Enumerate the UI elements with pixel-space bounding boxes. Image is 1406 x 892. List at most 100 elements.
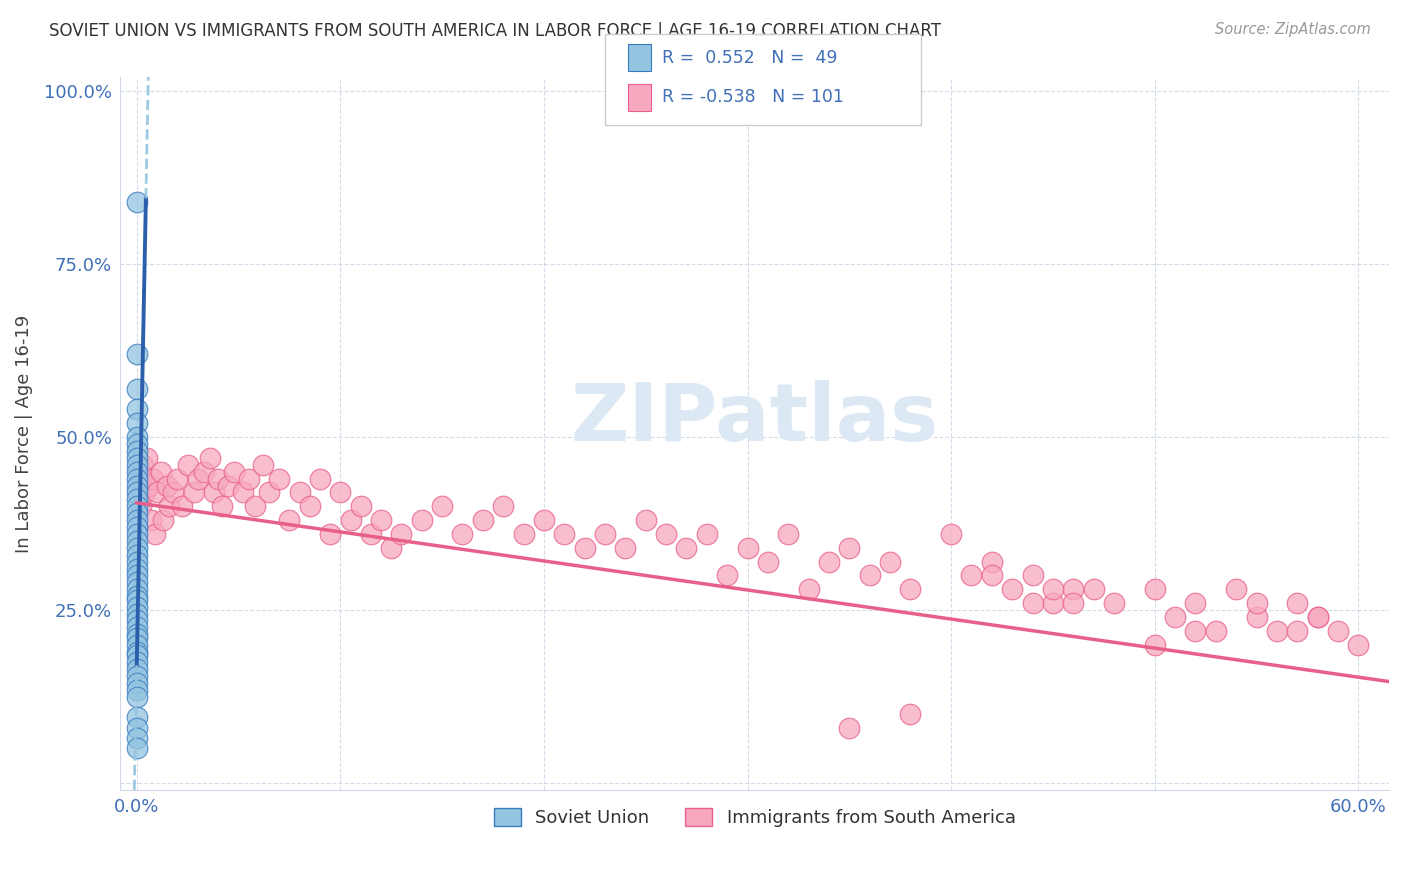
Point (125, 444, 148, 458)
Point (125, 644, 148, 658)
Point (1042, 582, 1064, 597)
Point (156, 478, 179, 492)
Point (900, 706, 922, 721)
Point (900, 582, 922, 597)
Point (370, 513, 392, 527)
Text: SOVIET UNION VS IMMIGRANTS FROM SOUTH AMERICA IN LABOR FORCE | AGE 16-19 CORRELA: SOVIET UNION VS IMMIGRANTS FROM SOUTH AM… (49, 22, 941, 40)
Point (818, 555, 841, 569)
Point (129, 472, 152, 486)
Point (125, 485, 148, 500)
Point (980, 555, 1002, 569)
Point (360, 527, 382, 541)
Point (125, 513, 148, 527)
Point (1042, 596, 1064, 610)
Point (125, 607, 148, 621)
Point (202, 485, 225, 500)
Point (142, 472, 165, 486)
Point (471, 513, 494, 527)
Point (129, 500, 152, 514)
Point (125, 533, 148, 548)
Point (198, 450, 221, 465)
Point (125, 548, 148, 562)
Point (232, 485, 254, 500)
Point (319, 527, 342, 541)
Point (157, 500, 180, 514)
Point (217, 478, 239, 492)
Point (125, 478, 148, 492)
Point (125, 437, 148, 451)
Point (125, 582, 148, 597)
Point (1265, 624, 1288, 638)
Text: R =  0.552   N =  49: R = 0.552 N = 49 (662, 49, 838, 67)
Point (879, 555, 901, 569)
Point (329, 485, 352, 500)
Point (125, 592, 148, 607)
Point (1225, 582, 1247, 597)
Point (1083, 582, 1105, 597)
Point (139, 513, 162, 527)
Point (125, 527, 148, 541)
Point (269, 472, 291, 486)
Point (125, 631, 148, 645)
Point (125, 402, 148, 417)
Point (350, 500, 373, 514)
Point (125, 599, 148, 614)
Point (125, 382, 148, 396)
Point (492, 500, 515, 514)
Point (980, 568, 1002, 582)
Point (1102, 596, 1125, 610)
Point (183, 485, 205, 500)
Point (125, 662, 148, 676)
Point (430, 500, 453, 514)
Point (574, 541, 596, 555)
Point (675, 541, 697, 555)
Point (411, 513, 433, 527)
Point (1205, 624, 1227, 638)
Point (187, 472, 209, 486)
Point (614, 541, 637, 555)
Point (1184, 624, 1206, 638)
Point (756, 555, 779, 569)
Point (125, 627, 148, 641)
Point (1246, 596, 1268, 610)
Point (389, 527, 412, 541)
Point (166, 472, 188, 486)
Point (339, 513, 361, 527)
Point (309, 472, 332, 486)
Point (125, 690, 148, 704)
Point (1062, 582, 1084, 597)
Point (125, 430, 148, 444)
Point (716, 568, 738, 582)
Text: Source: ZipAtlas.com: Source: ZipAtlas.com (1215, 22, 1371, 37)
Legend: Soviet Union, Immigrants from South America: Soviet Union, Immigrants from South Amer… (486, 800, 1024, 834)
Point (125, 614, 148, 628)
Point (125, 194, 148, 209)
Point (778, 527, 800, 541)
Point (135, 450, 157, 465)
Point (1164, 610, 1187, 624)
Point (451, 527, 474, 541)
Point (797, 582, 820, 597)
Point (278, 513, 301, 527)
Point (224, 465, 246, 479)
Point (125, 655, 148, 669)
Point (143, 527, 166, 541)
Point (252, 458, 274, 472)
Point (243, 500, 266, 514)
Point (696, 527, 718, 541)
Point (737, 541, 759, 555)
Point (838, 541, 860, 555)
Point (125, 500, 148, 514)
Point (859, 568, 882, 582)
Point (125, 710, 148, 724)
Point (125, 417, 148, 431)
Point (1286, 624, 1309, 638)
Point (298, 500, 321, 514)
Point (125, 347, 148, 361)
Point (162, 485, 184, 500)
Point (170, 500, 193, 514)
Point (533, 513, 555, 527)
Point (125, 555, 148, 569)
Point (125, 741, 148, 756)
Point (553, 527, 575, 541)
